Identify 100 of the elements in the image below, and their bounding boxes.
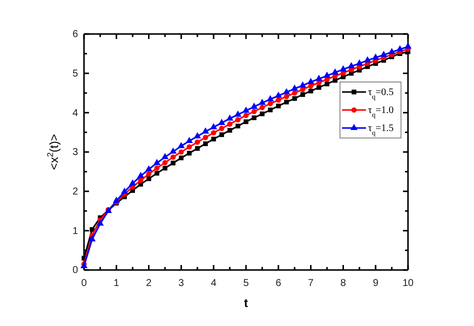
- point: [170, 147, 177, 154]
- point: [268, 100, 273, 106]
- point: [154, 170, 160, 176]
- point: [251, 108, 257, 114]
- point: [244, 119, 248, 124]
- point: [242, 106, 250, 113]
- point: [129, 179, 136, 186]
- point: [356, 59, 363, 66]
- point: [186, 144, 192, 150]
- point: [219, 132, 224, 138]
- point: [404, 42, 412, 49]
- point: [388, 48, 396, 54]
- point: [186, 136, 193, 144]
- point: [186, 150, 192, 156]
- x-tick-label: 3: [178, 278, 184, 289]
- point: [234, 110, 242, 117]
- y-tick-label: 1: [72, 226, 78, 237]
- point: [291, 84, 298, 91]
- y-tick-label: 0: [72, 265, 78, 276]
- point: [364, 56, 372, 62]
- point: [284, 94, 290, 100]
- x-tick-label: 1: [114, 278, 120, 289]
- point: [380, 50, 388, 57]
- point: [145, 165, 152, 172]
- point: [112, 196, 120, 203]
- point: [120, 188, 128, 194]
- point: [161, 153, 169, 160]
- point: [146, 176, 152, 182]
- point: [307, 78, 314, 84]
- point: [243, 112, 249, 118]
- x-tick-label: 6: [276, 278, 282, 289]
- point: [308, 88, 314, 94]
- point: [332, 68, 339, 75]
- point: [260, 112, 265, 116]
- point: [162, 166, 168, 170]
- x-tick-label: 5: [243, 278, 250, 289]
- point: [194, 132, 201, 138]
- point: [202, 134, 208, 140]
- point: [227, 121, 232, 127]
- point: [210, 130, 216, 136]
- legend-label: τ$_{q}$=1.5: [368, 123, 394, 137]
- point: [195, 146, 200, 151]
- point: [258, 98, 266, 105]
- point: [226, 114, 234, 121]
- point: [292, 90, 298, 96]
- point: [211, 136, 216, 142]
- point: [170, 160, 176, 166]
- point: [276, 97, 282, 103]
- x-tick-label: 4: [210, 278, 217, 289]
- point: [250, 102, 258, 109]
- point: [178, 149, 184, 155]
- x-axis-title: t: [244, 296, 248, 310]
- point: [284, 100, 289, 104]
- point: [194, 140, 200, 145]
- x-tick-label: 9: [372, 278, 379, 289]
- point: [178, 156, 184, 160]
- legend-label: τ$_{q}$=1.0: [368, 105, 394, 119]
- point: [268, 108, 273, 112]
- legend-label: τ$_{q}$=0.5: [368, 87, 394, 101]
- point: [276, 104, 281, 108]
- point: [348, 62, 355, 68]
- point: [153, 158, 160, 166]
- point: [137, 172, 144, 178]
- point: [235, 117, 241, 122]
- point: [227, 128, 232, 133]
- point: [252, 115, 256, 120]
- point: [372, 53, 380, 60]
- point: [219, 126, 224, 132]
- point: [316, 85, 322, 90]
- point: [323, 72, 331, 78]
- point: [332, 78, 338, 83]
- point: [266, 95, 274, 102]
- y-tick-label: 3: [72, 147, 78, 158]
- x-tick-label: 7: [308, 278, 314, 289]
- point: [396, 45, 404, 52]
- point: [282, 88, 290, 94]
- point: [340, 65, 347, 72]
- point: [236, 124, 240, 128]
- y-tick-label: 5: [72, 68, 78, 80]
- point: [210, 123, 218, 130]
- point: [202, 127, 210, 134]
- point: [162, 160, 168, 166]
- point: [218, 118, 226, 125]
- point: [315, 74, 322, 81]
- point: [274, 92, 282, 98]
- y-tick-label: 4: [72, 108, 78, 119]
- point: [292, 96, 297, 101]
- point: [324, 82, 330, 86]
- point: [146, 171, 152, 177]
- point: [300, 92, 306, 97]
- point: [170, 154, 176, 160]
- y-tick-label: 6: [72, 29, 78, 40]
- point: [88, 235, 96, 242]
- point: [203, 141, 208, 146]
- point: [90, 227, 94, 232]
- point: [299, 81, 306, 88]
- x-tick-label: 8: [340, 278, 346, 289]
- x-tick-label: 10: [402, 278, 414, 289]
- point: [96, 219, 104, 226]
- x-tick-label: 2: [146, 278, 152, 289]
